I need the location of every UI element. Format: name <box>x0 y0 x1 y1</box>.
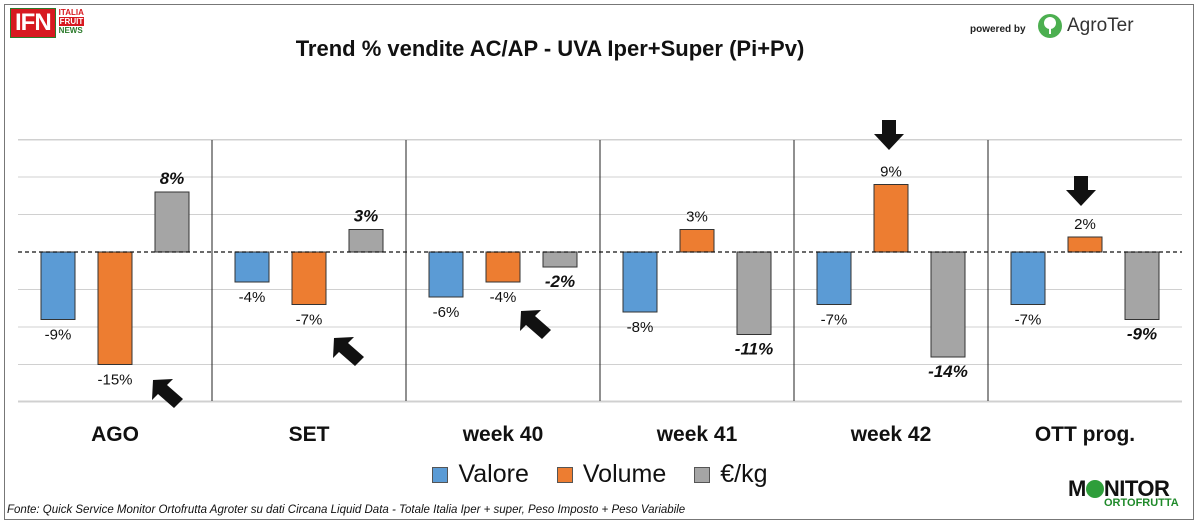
data-label: 2% <box>1074 216 1096 233</box>
legend-label: Valore <box>458 460 529 488</box>
ifn-logo-text: ITALIA FRUIT NEWS <box>58 8 85 35</box>
category-label: week 42 <box>850 423 932 446</box>
data-label: -7% <box>821 312 848 329</box>
legend-item: Volume <box>556 460 667 489</box>
category-label: week 41 <box>656 423 738 446</box>
data-label: 3% <box>354 207 379 226</box>
legend-label: Volume <box>582 460 667 488</box>
bar-valore <box>1010 251 1046 305</box>
data-label: 8% <box>160 169 185 188</box>
data-label: 9% <box>880 164 902 181</box>
source-note: Fonte: Quick Service Monitor Ortofrutta … <box>7 504 686 516</box>
arrow-annotation <box>520 310 551 339</box>
bar-valore <box>428 251 464 298</box>
legend-swatch <box>432 466 449 483</box>
arrow-annotation <box>333 337 364 366</box>
arrow-annotation <box>1066 176 1096 206</box>
bar-valore <box>816 251 852 305</box>
bar-kg <box>542 251 578 268</box>
chart-title: Trend % vendite AC/AP - UVA Iper+Super (… <box>295 36 805 61</box>
bar-volume <box>873 184 909 253</box>
agroter-logo: AgroTer <box>1037 13 1134 39</box>
powered-by-label: powered by <box>970 24 1026 35</box>
chart-legend: Valore Volume €/kg <box>0 460 1200 489</box>
category-label: AGO <box>91 423 139 446</box>
bar-volume <box>291 251 327 305</box>
category-label: week 40 <box>462 423 544 446</box>
ifn-logo-line1: ITALIA <box>58 8 84 17</box>
legend-item: €/kg <box>694 460 768 489</box>
legend-item: Valore <box>432 460 529 489</box>
bar-valore <box>40 251 76 320</box>
arrow-annotation <box>874 120 904 150</box>
bar-volume <box>1067 236 1103 253</box>
ifn-logo-mark: IFN <box>10 8 56 38</box>
monitor-ortofrutta-logo: M NITOR ORTOFRUTTA <box>1068 478 1179 509</box>
tree-icon <box>1038 14 1062 38</box>
bar-valore <box>622 251 658 313</box>
bar-kg <box>1124 251 1160 320</box>
chart-frame <box>4 4 1194 520</box>
monitor-logo-o-icon <box>1085 480 1104 498</box>
data-label: -7% <box>296 312 323 329</box>
arrow-annotation <box>152 379 183 408</box>
bar-volume <box>679 229 715 253</box>
category-label: OTT prog. <box>1035 423 1135 446</box>
category-label: SET <box>289 423 330 446</box>
data-label: -15% <box>97 372 132 389</box>
data-label: -4% <box>239 289 266 306</box>
bar-kg <box>348 229 384 253</box>
bar-kg <box>736 251 772 335</box>
legend-swatch <box>556 466 573 483</box>
legend-label: €/kg <box>720 460 768 488</box>
data-label: -2% <box>545 272 575 291</box>
agroter-name: AgroTer <box>1067 15 1134 36</box>
bar-volume <box>97 251 133 365</box>
ifn-logo-line2: FRUIT <box>58 17 85 26</box>
data-label: -14% <box>928 362 968 381</box>
data-label: 3% <box>686 209 708 226</box>
bar-valore <box>234 251 270 283</box>
bar-kg <box>930 251 966 358</box>
monitor-logo-word: M NITOR <box>1068 478 1179 500</box>
data-label: -8% <box>627 319 654 336</box>
bar-volume <box>485 251 521 283</box>
monitor-logo-rest: NITOR <box>1103 476 1170 501</box>
data-label: -9% <box>45 327 72 344</box>
data-label: -6% <box>433 304 460 321</box>
data-label: -11% <box>735 340 773 359</box>
legend-swatch <box>694 466 711 483</box>
ifn-logo: IFN ITALIA FRUIT NEWS <box>10 8 85 40</box>
monitor-logo-sub: ORTOFRUTTA <box>1104 497 1179 509</box>
monitor-logo-m: M <box>1068 476 1086 501</box>
ifn-logo-line3: NEWS <box>58 26 83 35</box>
data-label: -7% <box>1015 312 1042 329</box>
data-label: -9% <box>1127 325 1157 344</box>
data-label: -4% <box>490 289 517 306</box>
bar-kg <box>154 191 190 253</box>
